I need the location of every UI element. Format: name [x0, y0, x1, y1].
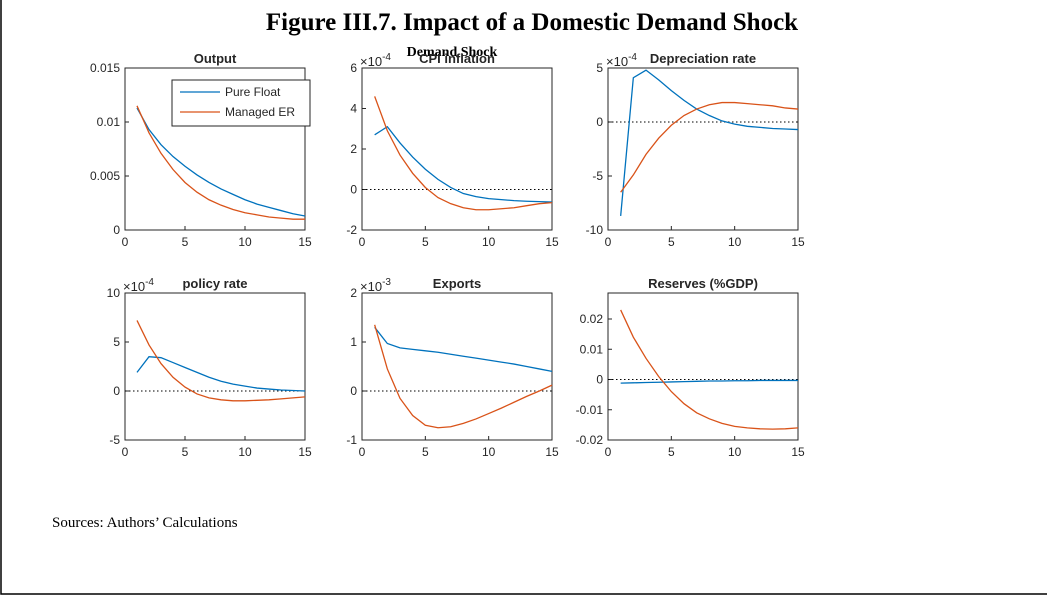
panel-title: CPI inflation [419, 51, 495, 66]
y-tick-label: 0 [113, 384, 120, 398]
series-line [620, 101, 799, 193]
y-tick-label: 1 [350, 335, 357, 349]
x-tick-label: 0 [122, 445, 129, 459]
legend-label: Pure Float [225, 85, 281, 99]
y-tick-label: 4 [350, 102, 357, 116]
panel-title: policy rate [182, 276, 247, 291]
series-line [136, 105, 305, 220]
y-scale-label: ×10-3 [360, 277, 391, 294]
y-tick-label: -5 [592, 169, 603, 183]
y-tick-label: 0.02 [580, 312, 604, 326]
y-scale-label: ×10-4 [360, 52, 391, 69]
y-tick-label: 0 [596, 373, 603, 387]
y-tick-label: 0 [113, 223, 120, 237]
y-tick-label: 0.01 [97, 115, 121, 129]
y-tick-label: -1 [346, 433, 357, 447]
x-tick-label: 5 [668, 235, 675, 249]
y-scale-exponent: -4 [382, 52, 391, 63]
x-tick-label: 10 [238, 235, 252, 249]
y-scale-exponent: -3 [382, 277, 391, 288]
y-tick-label: 10 [107, 286, 121, 300]
panel-title: Output [194, 51, 237, 66]
x-tick-label: 5 [182, 445, 189, 459]
x-tick-label: 15 [298, 445, 312, 459]
y-scale-base: ×10 [606, 54, 628, 69]
plot-area [607, 67, 799, 231]
panel-title: Reserves (%GDP) [648, 276, 758, 291]
y-scale-base: ×10 [360, 279, 382, 294]
y-tick-label: 0 [350, 384, 357, 398]
series-line [620, 69, 799, 217]
x-tick-label: 15 [545, 445, 559, 459]
legend-label: Managed ER [225, 105, 295, 119]
y-scale-base: ×10 [360, 54, 382, 69]
x-tick-label: 5 [182, 235, 189, 249]
source-note: Sources: Authors’ Calculations [52, 515, 238, 531]
x-tick-label: 0 [359, 235, 366, 249]
y-scale-exponent: -4 [145, 277, 154, 288]
x-tick-label: 5 [422, 235, 429, 249]
y-tick-label: 0.015 [90, 61, 120, 75]
series-line [620, 379, 798, 384]
series-line [620, 309, 799, 430]
y-scale-label: ×10-4 [123, 277, 154, 294]
y-scale-base: ×10 [123, 279, 145, 294]
y-tick-label: 2 [350, 286, 357, 300]
y-tick-label: 0.005 [90, 169, 120, 183]
y-tick-label: 6 [350, 61, 357, 75]
y-tick-label: -0.02 [576, 433, 604, 447]
y-scale-exponent: -4 [628, 52, 637, 63]
y-tick-label: -5 [109, 433, 120, 447]
y-tick-label: 0 [596, 115, 603, 129]
x-tick-label: 15 [298, 235, 312, 249]
plot-area [607, 292, 799, 441]
x-tick-label: 0 [359, 445, 366, 459]
x-tick-label: 10 [482, 235, 496, 249]
y-tick-label: 2 [350, 142, 357, 156]
x-tick-label: 15 [791, 445, 805, 459]
plot-area [124, 292, 306, 441]
x-tick-label: 0 [605, 445, 612, 459]
y-tick-label: 0 [350, 183, 357, 197]
y-tick-label: 5 [596, 61, 603, 75]
y-tick-label: -10 [586, 223, 604, 237]
series-line [374, 125, 553, 203]
y-scale-label: ×10-4 [606, 52, 637, 69]
x-tick-label: 0 [605, 235, 612, 249]
series-line [374, 324, 553, 429]
series-line [136, 107, 306, 217]
series-line [136, 356, 306, 392]
plot-area [361, 292, 553, 441]
y-tick-label: -0.01 [576, 403, 604, 417]
y-tick-label: 5 [113, 335, 120, 349]
series-line [374, 326, 553, 373]
y-tick-label: 0.01 [580, 342, 604, 356]
x-tick-label: 5 [422, 445, 429, 459]
figure-subtitle: Demand Shock [407, 45, 498, 60]
series-line [374, 96, 553, 211]
x-tick-label: 15 [545, 235, 559, 249]
figure-title: Figure III.7. Impact of a Domestic Deman… [266, 9, 798, 36]
x-tick-label: 15 [791, 235, 805, 249]
x-tick-label: 5 [668, 445, 675, 459]
x-tick-label: 10 [728, 235, 742, 249]
plot-area [361, 67, 553, 231]
series-line [136, 320, 306, 402]
panel-title: Depreciation rate [650, 51, 756, 66]
x-tick-label: 10 [728, 445, 742, 459]
panel-title: Exports [433, 276, 481, 291]
x-tick-label: 10 [238, 445, 252, 459]
legend-box [171, 79, 311, 127]
y-tick-label: -2 [346, 223, 357, 237]
x-tick-label: 0 [122, 235, 129, 249]
x-tick-label: 10 [482, 445, 496, 459]
